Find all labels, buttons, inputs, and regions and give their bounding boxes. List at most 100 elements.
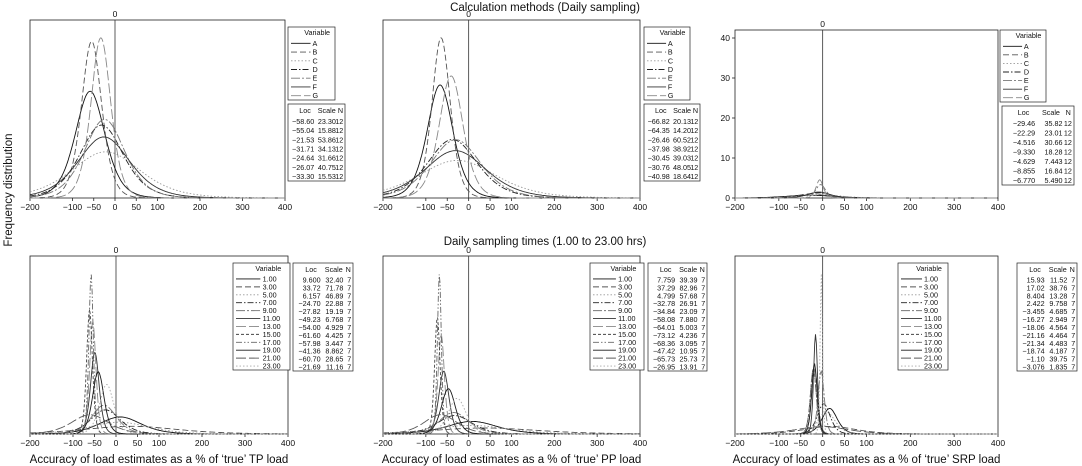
density-curve-D: [382, 139, 640, 199]
stats-table-cell: 6.157: [303, 291, 321, 300]
stats-table-cell: 1.835: [1049, 363, 1067, 372]
x-tick-label: 100: [859, 438, 873, 448]
density-curve-19.00: [30, 371, 288, 435]
legend-box: [232, 262, 291, 371]
legend-box: [589, 262, 645, 371]
density-curve-E: [735, 184, 998, 199]
x-tick-label: 400: [633, 202, 647, 212]
legend-title: Variable: [611, 264, 637, 273]
stats-table-cell: −3.455: [1022, 307, 1044, 316]
x-tick-label: −50: [440, 202, 455, 212]
legend-label: 17.00: [924, 338, 942, 347]
stats-table-cell: 12: [1064, 119, 1072, 128]
x-tick-label: 50: [132, 202, 142, 212]
density-curve-23.00: [30, 384, 288, 435]
stats-table-cell: 32.40: [325, 275, 343, 284]
y-tick-label: 30: [721, 73, 731, 83]
x-tick-label: 300: [235, 202, 249, 212]
x-tick-label: −50: [794, 202, 809, 212]
stats-table-cell: 7: [701, 331, 705, 340]
stats-table-cell: 12: [335, 154, 343, 163]
density-curve-1.00: [735, 408, 998, 435]
stats-table-cell: 4.464: [1049, 331, 1067, 340]
legend-label: 13.00: [924, 322, 942, 331]
stats-table-cell: 12: [335, 145, 343, 154]
y-tick-label: 20: [721, 113, 731, 123]
density-curve-7.00: [735, 403, 998, 435]
stats-table-cell: 5.003: [680, 323, 698, 332]
legend-label: 7.00: [263, 298, 277, 307]
density-curve-F: [382, 150, 640, 199]
x-tick-label: 50: [485, 438, 495, 448]
stats-table-box: [292, 262, 354, 372]
x-tick-label: −200: [20, 438, 39, 448]
stats-table-cell: 7: [347, 275, 351, 284]
stats-table-cell: 12: [1064, 157, 1072, 166]
density-curve-D: [29, 124, 285, 199]
stats-table-cell: 2.949: [1049, 315, 1067, 324]
x-tick-label: 300: [590, 202, 604, 212]
stats-table-cell: 57.68: [680, 291, 698, 300]
stats-table-cell: 2.422: [1027, 299, 1045, 308]
legend-box: [287, 26, 336, 101]
x-tick-label: 300: [590, 438, 604, 448]
stats-table-cell: 14.20: [673, 126, 691, 135]
legend-label: 11.00: [618, 314, 635, 323]
stats-table-cell: −8.855: [1013, 166, 1035, 175]
zero-reference-label: 0: [820, 245, 825, 255]
x-tick-label: −50: [440, 438, 455, 448]
stats-table-box: [643, 103, 701, 182]
stats-table-cell: −4.629: [1013, 157, 1035, 166]
stats-table-cell: 4.929: [325, 323, 343, 332]
stats-table-header: Scale: [325, 265, 343, 274]
x-tick-label: 50: [133, 438, 143, 448]
stats-table-header: N: [346, 265, 351, 274]
stats-table-cell: −54.00: [298, 323, 320, 332]
x-tick-label: 0: [466, 438, 471, 448]
legend-label: 1.00: [924, 274, 938, 283]
density-curve-19.00: [735, 362, 998, 435]
legend-label: 3.00: [924, 282, 938, 291]
legend-label: B: [312, 48, 317, 57]
zero-reference-label: 0: [113, 9, 118, 19]
stats-table-box: [1001, 105, 1075, 186]
legend-label: 9.00: [924, 306, 938, 315]
stats-table-cell: 12: [335, 163, 343, 172]
stats-table-cell: −58.60: [292, 117, 314, 126]
x-tick-label: 50: [840, 438, 850, 448]
stats-table-header: Loc: [1029, 265, 1041, 274]
zero-reference-label: 0: [820, 19, 825, 29]
density-curve-13.00: [735, 368, 998, 435]
legend-label: F: [312, 82, 317, 91]
stats-table-cell: −65.73: [653, 355, 675, 364]
stats-table-cell: 48.05: [673, 163, 691, 172]
stats-table-cell: 12: [1064, 176, 1072, 185]
stats-table-header: N: [1070, 265, 1075, 274]
legend-label: 1.00: [263, 274, 277, 283]
stats-table-cell: 46.89: [325, 291, 343, 300]
legend-label: B: [1024, 50, 1029, 59]
stats-table-cell: 7: [1071, 323, 1075, 332]
legend-box: [999, 29, 1047, 103]
stats-table-cell: 26.91: [680, 299, 698, 308]
x-axis-label: Accuracy of load estimates as a % of ‘tr…: [30, 454, 289, 466]
x-tick-label: 300: [947, 202, 961, 212]
legend-label: D: [312, 65, 317, 74]
stats-table-cell: 8.404: [1027, 291, 1045, 300]
stats-table-cell: 7: [1071, 363, 1075, 372]
legend-label: 7.00: [924, 298, 938, 307]
stats-table-cell: 12: [690, 126, 698, 135]
stats-table-cell: 38.92: [673, 145, 691, 154]
stats-table-cell: −66.82: [648, 117, 670, 126]
stats-table-cell: 15.93: [1027, 275, 1045, 284]
legend-label: 1.00: [618, 274, 632, 283]
stats-table-cell: 4.799: [657, 291, 675, 300]
x-tick-label: −100: [416, 202, 435, 212]
stats-table-cell: 31.66: [318, 154, 336, 163]
stats-table-cell: 22.88: [325, 299, 343, 308]
x-tick-label: −100: [63, 202, 82, 212]
x-tick-label: 300: [238, 438, 252, 448]
stats-table-cell: 30.66: [1044, 138, 1062, 147]
stats-table-cell: −73.12: [653, 331, 675, 340]
stats-table-cell: 7: [701, 283, 705, 292]
